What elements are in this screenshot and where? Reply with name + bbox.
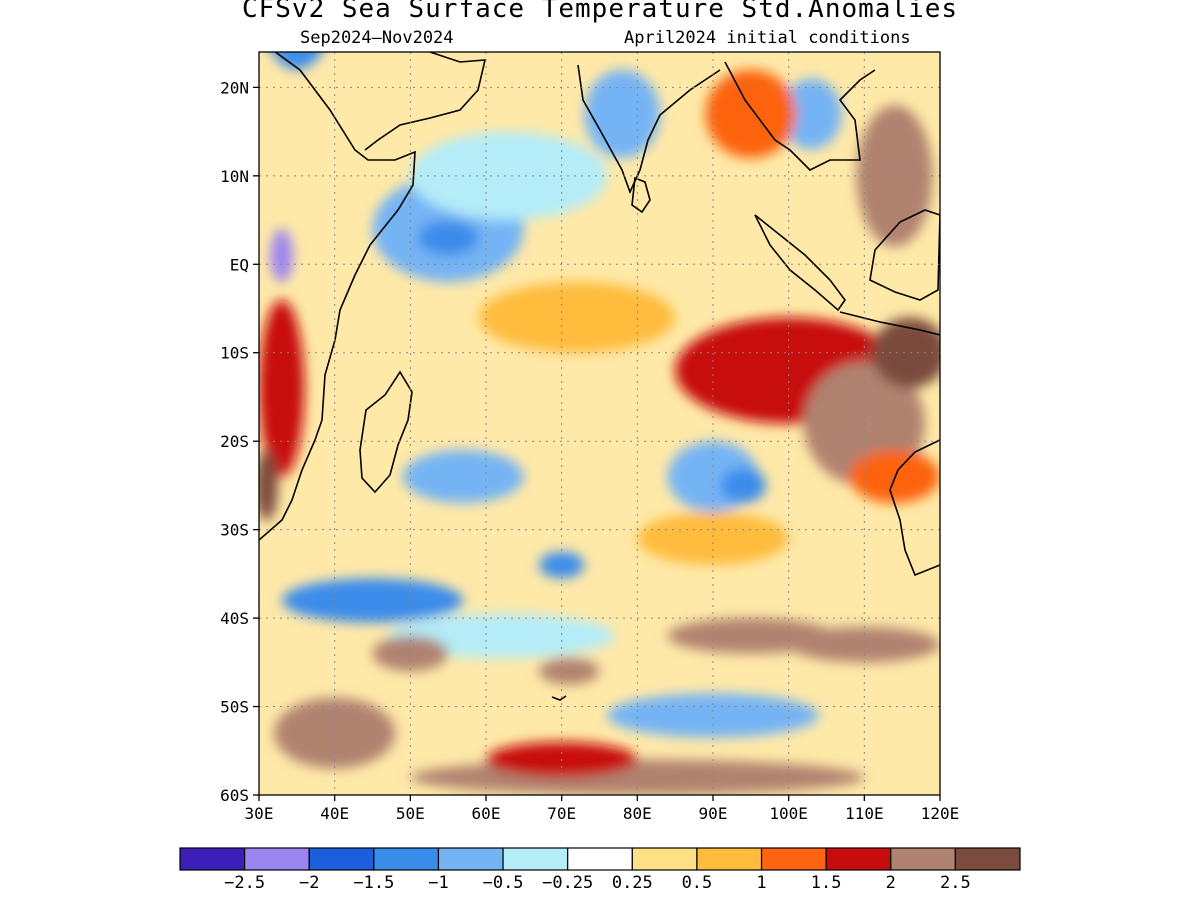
anomaly-region-22: [788, 626, 940, 663]
anomaly-region-17: [720, 467, 766, 504]
colorbar-label: 2: [886, 873, 896, 893]
anomaly-region-14: [259, 450, 278, 521]
chart-initial-conditions: April2024 initial conditions: [624, 28, 911, 48]
colorbar-swatch-8: [696, 847, 763, 871]
anomaly-region-15: [402, 450, 524, 504]
colorbar-label: −1: [428, 873, 448, 893]
anomaly-region-1: [270, 228, 294, 282]
colorbar-label: −1.5: [353, 873, 394, 893]
colorbar-label: −0.25: [542, 873, 593, 893]
lon-label-60e: 60E: [472, 804, 501, 823]
colorbar-swatch-3: [373, 847, 440, 871]
lon-label-120e: 120E: [921, 804, 960, 823]
coastline-java: [839, 311, 940, 336]
lon-label-80e: 80E: [623, 804, 652, 823]
anomaly-region-13: [259, 299, 305, 477]
colorbar-swatch-10: [825, 847, 892, 871]
colorbar-swatch-0: [179, 847, 246, 871]
lat-label-60s: 60S: [220, 786, 249, 805]
anomaly-region-24: [538, 657, 600, 685]
colorbar-label: 1: [756, 873, 766, 893]
coastline-sumatra: [754, 214, 846, 312]
anomaly-region-11: [856, 105, 933, 247]
anomaly-region-7: [478, 281, 676, 353]
colorbar-label: 2.5: [940, 873, 971, 893]
lon-label-70e: 70E: [547, 804, 576, 823]
coastline-madagascar: [359, 370, 413, 494]
lat-label-40s: 40S: [220, 609, 249, 628]
coastline-island-kerguelen: [551, 695, 567, 701]
colorbar-label: 1.5: [811, 873, 842, 893]
colorbar-swatch-7: [631, 847, 698, 871]
lon-label-100e: 100E: [769, 804, 808, 823]
gridlines: [259, 52, 940, 795]
colorbar-swatch-6: [567, 847, 633, 871]
coastlines: [259, 52, 940, 701]
longitude-labels: 30E 40E 50E 60E 70E 80E 90E 100E 110E 120E: [245, 795, 960, 823]
anomaly-region-3: [417, 220, 479, 256]
lon-label-90e: 90E: [699, 804, 728, 823]
lat-label-10n: 10N: [220, 167, 249, 186]
coastline-southeast-asia: [724, 61, 876, 171]
colorbar-label: 0.5: [682, 873, 713, 893]
anomaly-region-23: [372, 635, 449, 672]
colorbar: −2.5 −2 −1.5 −1 −0.5 −0.25 0.25 0.5 1 1.5 2 2.5: [179, 847, 1021, 893]
colorbar-swatch-1: [244, 847, 310, 871]
latitude-labels: 20N 10N EQ 10S 20S 30S 40S 50S 60S: [220, 78, 259, 805]
lat-label-20n: 20N: [220, 78, 249, 97]
coastline-sri-lanka: [631, 176, 651, 214]
coastline-borneo: [869, 209, 940, 301]
lon-label-50e: 50E: [396, 804, 425, 823]
colorbar-label: 0.25: [612, 873, 653, 893]
colorbar-swatch-2: [308, 847, 375, 871]
anomaly-region-26: [607, 693, 819, 738]
anomaly-region-10: [871, 317, 940, 389]
anomaly-region-12: [705, 69, 797, 159]
lon-label-40e: 40E: [320, 804, 349, 823]
chart-title: CFSv2 Sea Surface Temperature Std.Anomal…: [241, 0, 959, 24]
anomaly-region-6: [781, 78, 842, 150]
lat-label-20s: 20S: [220, 432, 249, 451]
colorbar-label: −2: [299, 873, 319, 893]
anomaly-region-27: [410, 759, 865, 795]
lat-label-10s: 10S: [220, 344, 249, 363]
lat-label-30s: 30S: [220, 521, 249, 540]
lon-label-30e: 30E: [245, 804, 274, 823]
anomaly-region-29: [637, 511, 789, 566]
coastline-arabia: [364, 52, 487, 151]
anomaly-region-4: [410, 131, 608, 221]
colorbar-swatch-12: [954, 847, 1021, 871]
coastline-africa: [259, 52, 416, 541]
anomaly-region-19: [538, 551, 585, 579]
lat-label-eq: EQ: [230, 255, 249, 274]
lon-label-110e: 110E: [845, 804, 884, 823]
map-plot-area: [259, 52, 940, 795]
colorbar-swatch-5: [502, 847, 569, 871]
anomaly-region-18: [281, 578, 464, 623]
coastline-australia: [889, 439, 940, 577]
colorbar-label: −2.5: [224, 873, 265, 893]
map-frame: [258, 51, 941, 796]
anomaly-region-0: [271, 52, 322, 70]
colorbar-swatch-11: [890, 847, 956, 871]
anomaly-region-5: [584, 69, 661, 159]
lat-label-50s: 50S: [220, 698, 249, 717]
colorbar-label: −0.5: [483, 873, 524, 893]
colorbar-swatch-9: [760, 847, 827, 871]
anomaly-region-25: [274, 697, 396, 769]
chart-period: Sep2024–Nov2024: [300, 28, 454, 48]
colorbar-swatch-4: [437, 847, 504, 871]
